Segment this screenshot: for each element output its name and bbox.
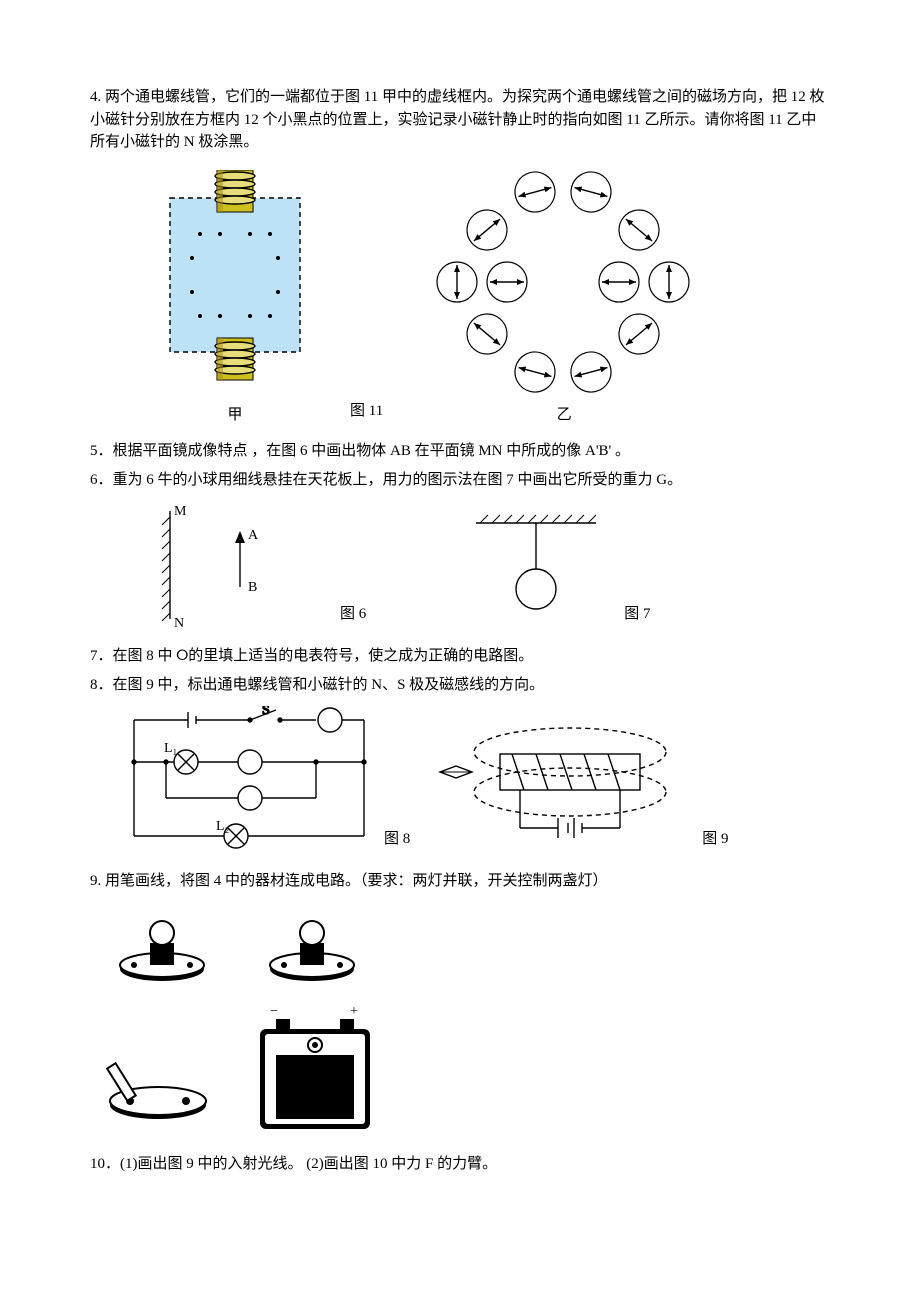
question-10-text: 10．(1)画出图 9 中的入射光线。 (2)画出图 10 中力 F 的力臂。 bbox=[90, 1156, 497, 1172]
bulb-1-icon bbox=[120, 921, 204, 981]
figure-7 bbox=[456, 511, 616, 631]
figure-7-svg bbox=[456, 511, 616, 631]
figure-8-svg: S bbox=[120, 706, 380, 856]
question-4-text: 4. 两个通电螺线管，它们的一端都位于图 11 甲中的虚线框内。为探究两个通电螺… bbox=[90, 89, 824, 150]
figure-9 bbox=[434, 716, 694, 856]
figure-6-label-B: B bbox=[248, 580, 257, 595]
figure-6-caption: 图 6 bbox=[340, 603, 366, 626]
question-5: 5．根据平面镜成像特点 ，在图 6 中画出物体 AB 在平面镜 MN 中所成的像… bbox=[90, 440, 830, 463]
battery-minus-label: − bbox=[270, 1004, 278, 1019]
question-7-text: 7．在图 8 中 ⭘的里填上适当的电表符号，使之成为正确的电路图。 bbox=[90, 648, 533, 664]
figure-11-jia: 甲 bbox=[160, 170, 310, 427]
figure-11-yi-svg bbox=[423, 164, 705, 400]
figure-8-caption: 图 8 bbox=[384, 828, 410, 851]
battery-icon: − + bbox=[260, 1004, 370, 1129]
figure-6: M N A B bbox=[140, 501, 340, 631]
question-5-text: 5．根据平面镜成像特点 ，在图 6 中画出物体 AB 在平面镜 MN 中所成的像… bbox=[90, 443, 630, 459]
figure-4-svg: − + bbox=[100, 909, 430, 1139]
battery-plus-label: + bbox=[350, 1004, 358, 1019]
question-6-text: 6．重为 6 牛的小球用细线悬挂在天花板上，用力的图示法在图 7 中画出它所受的… bbox=[90, 472, 682, 488]
question-4: 4. 两个通电螺线管，它们的一端都位于图 11 甲中的虚线框内。为探究两个通电螺… bbox=[90, 86, 830, 154]
figure-8: S bbox=[120, 706, 380, 856]
figure-9-svg bbox=[434, 716, 694, 856]
question-8: 8．在图 9 中，标出通电螺线管和小磁针的 N、S 极及磁感线的方向。 bbox=[90, 674, 830, 697]
question-8-text: 8．在图 9 中，标出通电螺线管和小磁针的 N、S 极及磁感线的方向。 bbox=[90, 677, 544, 693]
figure-11-row: 甲 图 11 乙 bbox=[90, 164, 830, 427]
figure-11-caption-text: 图 11 bbox=[350, 400, 383, 423]
figure-11-jia-svg bbox=[160, 170, 310, 400]
question-10: 10．(1)画出图 9 中的入射光线。 (2)画出图 10 中力 F 的力臂。 bbox=[90, 1153, 830, 1176]
figure-6-7-row: M N A B 图 6 bbox=[90, 501, 830, 631]
question-9-text: 9. 用笔画线，将图 4 中的器材连成电路。（要求：两灯并联，开关控制两盏灯） bbox=[90, 873, 608, 889]
figure-11-caption-center: 图 11 bbox=[350, 396, 383, 423]
figure-8-label-L2: L₂ bbox=[216, 819, 230, 834]
figure-6-label-N: N bbox=[174, 616, 184, 631]
figure-6-label-M: M bbox=[174, 504, 187, 519]
question-6: 6．重为 6 牛的小球用细线悬挂在天花板上，用力的图示法在图 7 中画出它所受的… bbox=[90, 469, 830, 492]
switch-icon bbox=[106, 1061, 206, 1118]
figure-11-yi: 乙 bbox=[423, 164, 705, 427]
figure-11-yi-label: 乙 bbox=[557, 404, 572, 427]
figure-8-label-L1: L₁ bbox=[164, 741, 177, 756]
page: { "page": { "width_px": 920, "height_px"… bbox=[0, 0, 920, 1261]
svg-text:S: S bbox=[262, 706, 270, 718]
figure-6-svg: M N A B bbox=[140, 501, 340, 631]
bulb-2-icon bbox=[270, 921, 354, 981]
figure-9-caption: 图 9 bbox=[702, 828, 728, 851]
question-7: 7．在图 8 中 ⭘的里填上适当的电表符号，使之成为正确的电路图。 bbox=[90, 645, 830, 668]
figure-6-label-A: A bbox=[248, 528, 259, 543]
figure-11-jia-label: 甲 bbox=[227, 404, 242, 427]
question-9: 9. 用笔画线，将图 4 中的器材连成电路。（要求：两灯并联，开关控制两盏灯） bbox=[90, 870, 830, 893]
figure-4-row: − + bbox=[90, 909, 830, 1139]
figure-7-caption: 图 7 bbox=[624, 603, 650, 626]
figure-8-9-row: S bbox=[90, 706, 830, 856]
